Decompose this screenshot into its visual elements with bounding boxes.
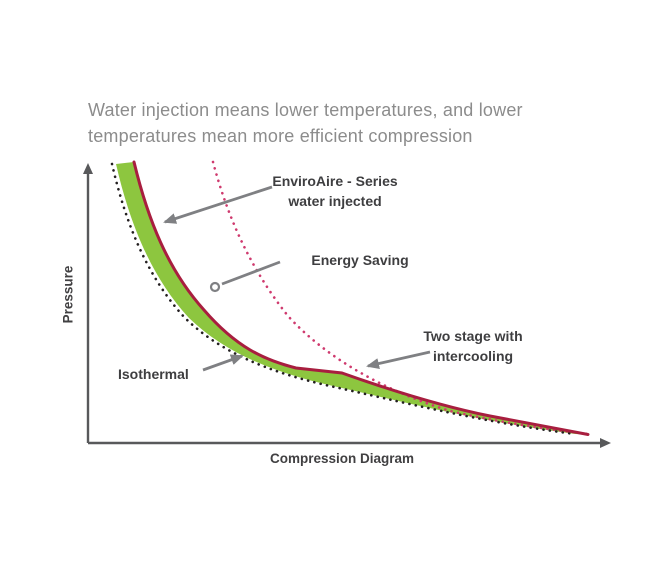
isothermal-label: Isothermal (118, 366, 189, 382)
caption-line-1: Water injection means lower temperatures… (88, 100, 523, 120)
pink-dotted-curve (211, 160, 594, 436)
two-stage-label: Two stage with intercooling (408, 326, 538, 366)
isothermal-arrow (202, 354, 244, 372)
caption-line-2: temperatures mean more efficient compres… (88, 126, 473, 146)
y-axis-label: Pressure (60, 265, 76, 324)
energy-saving-arrow-circle (209, 281, 221, 293)
two-stage-label-line-1: Two stage with (423, 328, 523, 344)
energy-saving-label: Energy Saving (311, 252, 409, 268)
enviroaire-curve (132, 160, 590, 436)
x-axis-arrowhead (600, 438, 611, 448)
enviroaire-arrow (163, 185, 273, 224)
chart-caption: Water injection means lower temperatures… (88, 97, 523, 149)
enviroaire-label-line-2: water injected (288, 193, 382, 209)
energy-saving-arrow (221, 260, 281, 286)
isothermal-curve (110, 162, 577, 436)
x-axis-label: Compression Diagram (269, 451, 415, 466)
y-axis-arrowhead (83, 163, 93, 174)
enviroaire-label-line-1: EnviroAire - Series (272, 173, 398, 189)
enviroaire-label: EnviroAire - Series water injected (255, 171, 415, 211)
two-stage-arrow (366, 350, 431, 369)
two-stage-label-line-2: intercooling (432, 348, 514, 364)
energy-saving-area (116, 162, 588, 435)
